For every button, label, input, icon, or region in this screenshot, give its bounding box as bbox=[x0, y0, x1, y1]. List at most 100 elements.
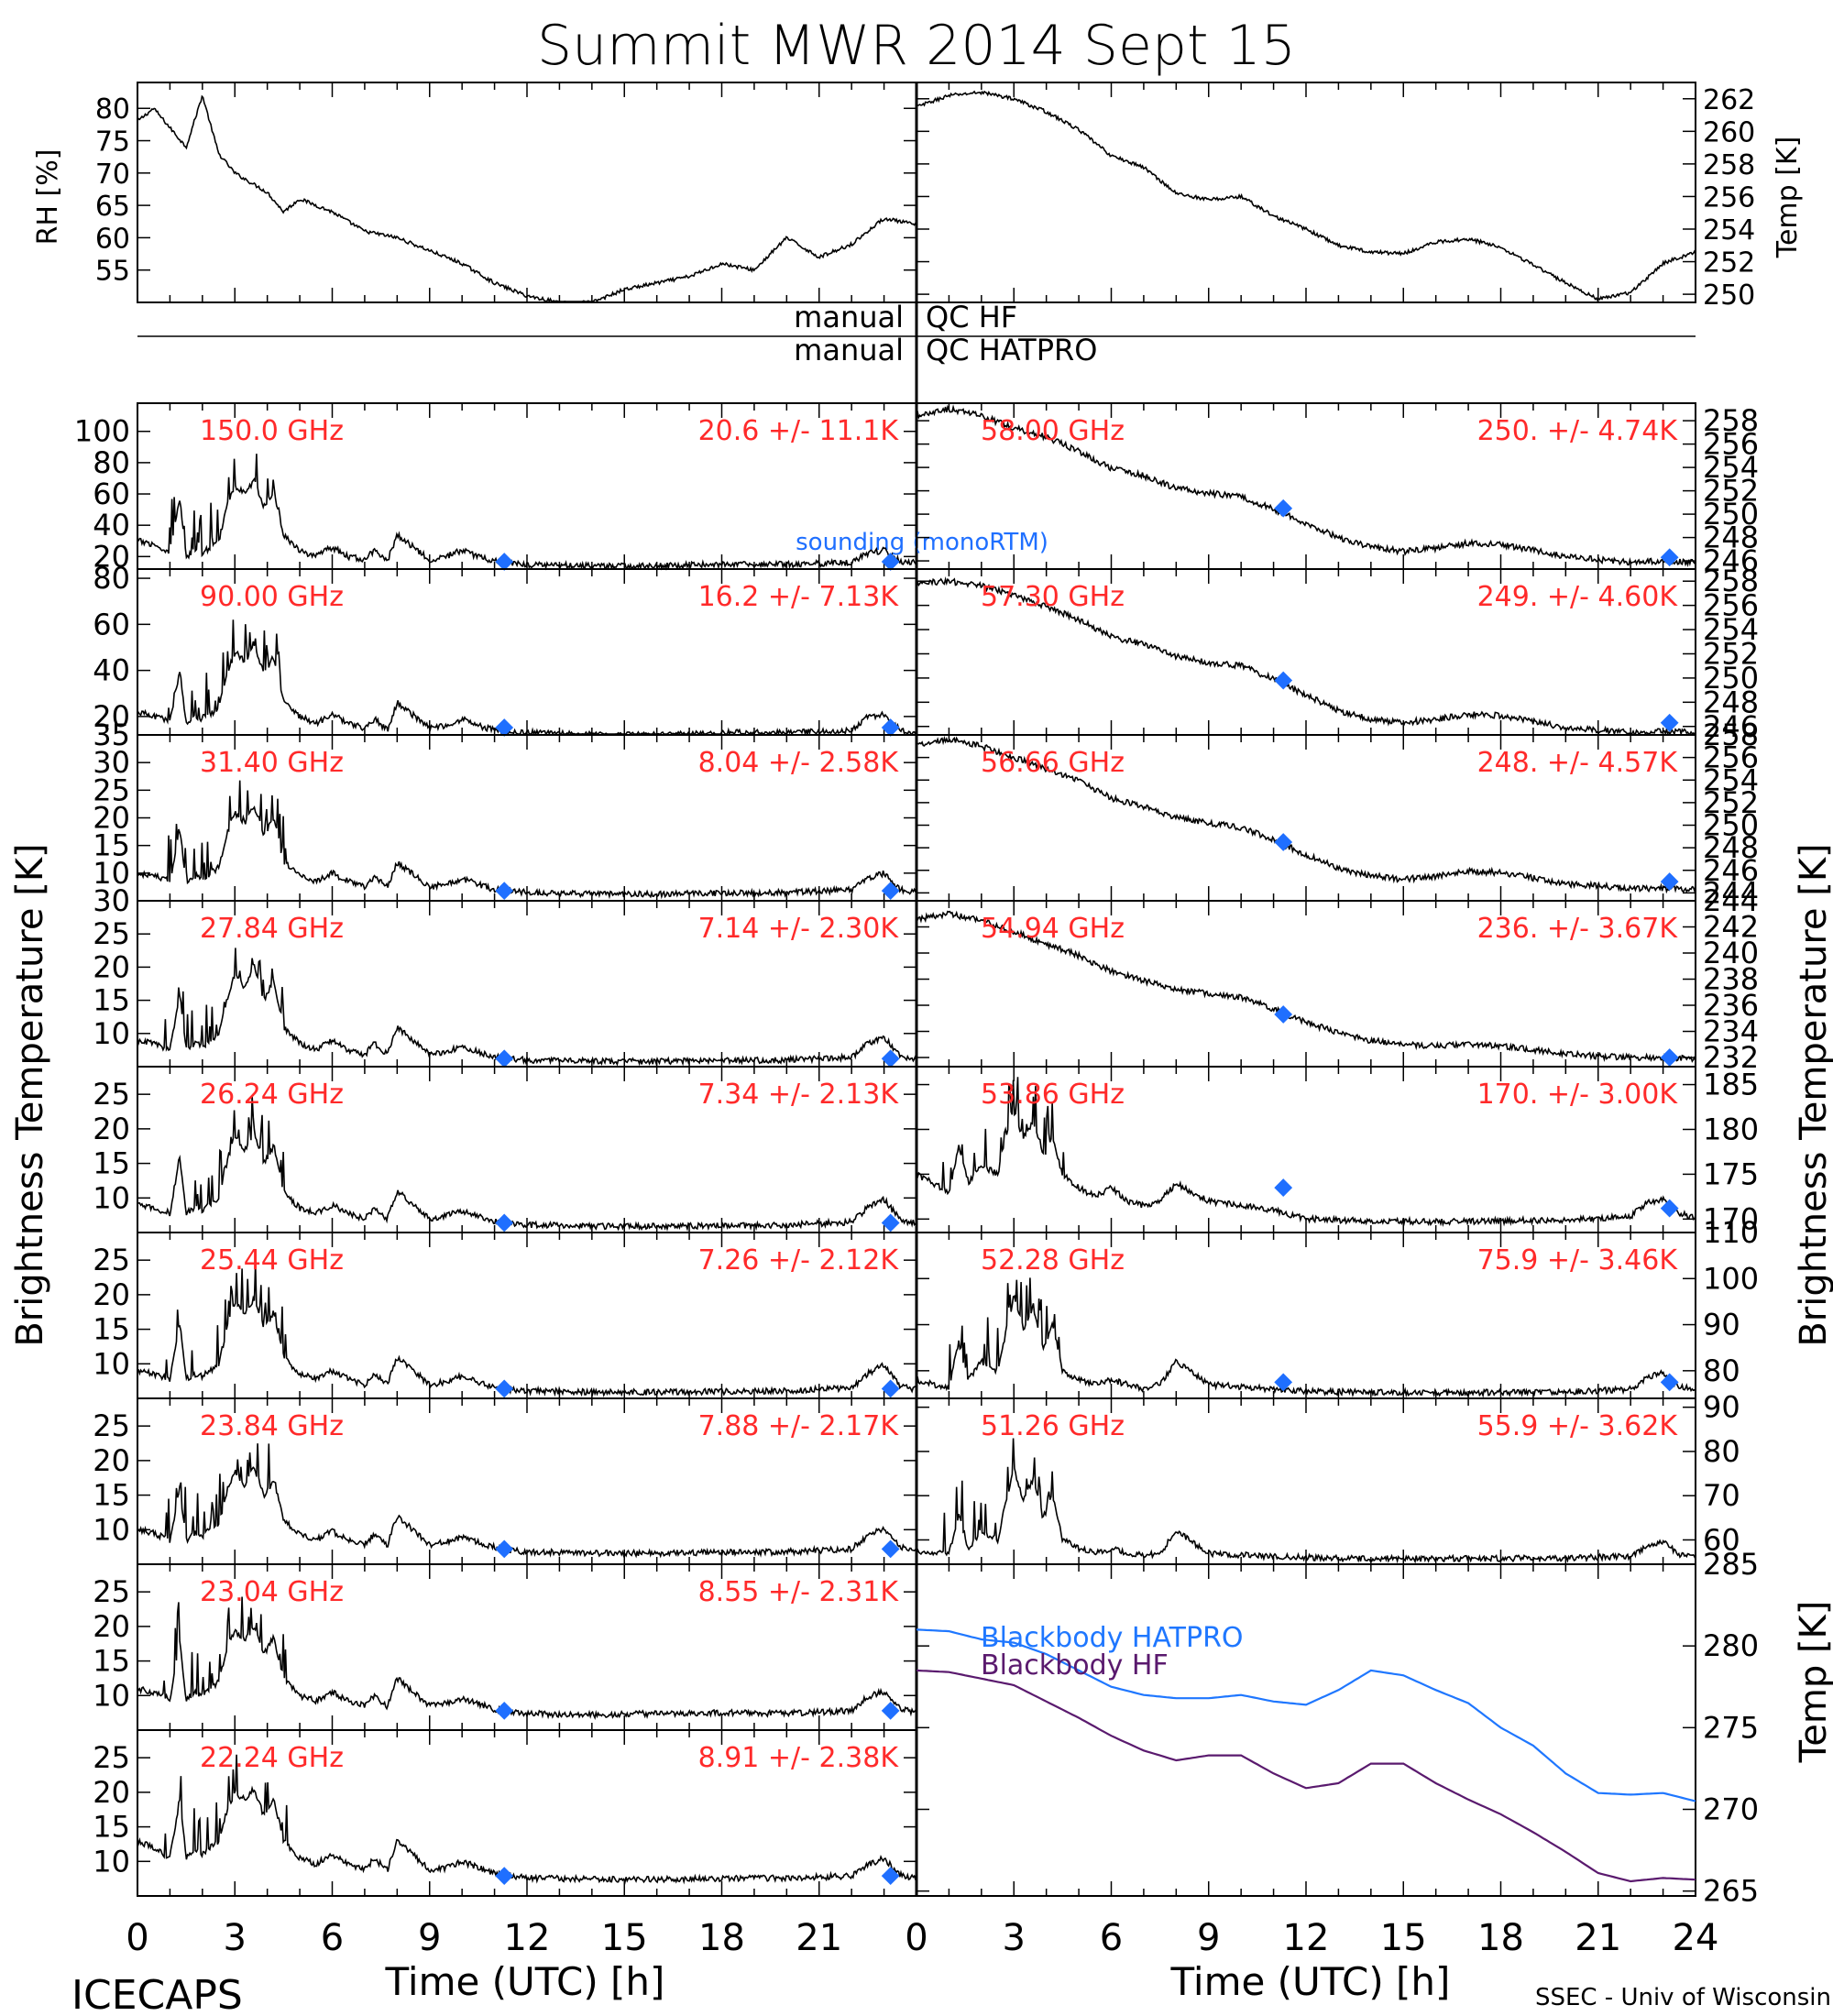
y-tick-label: 258 bbox=[1703, 403, 1759, 438]
x-tick-label: 3 bbox=[224, 1917, 247, 1959]
right-tb-axis-label: Brightness Temperature [K] bbox=[1793, 843, 1833, 1346]
series-line bbox=[137, 619, 917, 737]
x-tick-label: 0 bbox=[126, 1917, 148, 1959]
y-tick-label: 70 bbox=[1703, 1478, 1740, 1513]
y-tick-label: 100 bbox=[1703, 1261, 1759, 1296]
y-tick-label: 35 bbox=[93, 718, 130, 752]
sounding-point bbox=[1274, 1373, 1293, 1392]
y-tick-label: 75 bbox=[95, 126, 130, 159]
y-tick-label: 25 bbox=[93, 1243, 130, 1277]
qc-hatpro-left-label: manual bbox=[794, 333, 904, 367]
y-tick-label: 15 bbox=[93, 1644, 130, 1679]
y-tick-label: 20 bbox=[93, 1277, 130, 1312]
x-tick-label: 3 bbox=[1003, 1917, 1026, 1959]
y-tick-label: 242 bbox=[1703, 910, 1759, 945]
blackbody-temp-axis-label: Temp [K] bbox=[1793, 1601, 1833, 1764]
y-tick-label: 180 bbox=[1703, 1112, 1759, 1146]
y-tick-label: 60 bbox=[93, 607, 130, 641]
y-tick-label: 252 bbox=[1703, 785, 1759, 820]
channel-stat-label: 248. +/- 4.57K bbox=[1477, 747, 1679, 779]
y-tick-label: 170 bbox=[1703, 1201, 1759, 1236]
series-line bbox=[916, 1438, 1696, 1564]
sounding-point bbox=[1274, 671, 1293, 690]
y-tick-label: 10 bbox=[93, 856, 130, 891]
y-tick-label: 10 bbox=[93, 1512, 130, 1547]
y-tick-label: 236 bbox=[1703, 988, 1759, 1023]
y-tick-label: 70 bbox=[95, 159, 130, 191]
y-tick-label: 25 bbox=[93, 772, 130, 807]
x-tick-labels: 0 3 6 9 12 15 18 21 0 3 6 9 12 15 18 21 24 bbox=[126, 1917, 1718, 1959]
x-tick-label: 18 bbox=[698, 1917, 745, 1959]
channel-stat-label: 170. +/- 3.00K bbox=[1477, 1079, 1679, 1111]
y-tick-label: 240 bbox=[1703, 936, 1759, 970]
legend-blackbody-hatpro: Blackbody HATPRO bbox=[981, 1622, 1244, 1654]
channel-label: 31.40 GHz bbox=[200, 747, 344, 779]
y-tick-label: 248 bbox=[1703, 685, 1759, 719]
y-tick-label: 254 bbox=[1703, 450, 1759, 485]
y-tick-label: 250 bbox=[1703, 279, 1755, 312]
y-tick-label: 254 bbox=[1703, 612, 1759, 647]
series-line bbox=[916, 910, 1696, 1063]
y-tick-label: 256 bbox=[1703, 427, 1759, 462]
y-tick-label: 256 bbox=[1703, 588, 1759, 623]
legend-blackbody-hf: Blackbody HF bbox=[981, 1649, 1169, 1682]
sounding-point bbox=[881, 1867, 900, 1886]
sounding-point bbox=[495, 1539, 514, 1559]
y-tick-label: 30 bbox=[93, 745, 130, 780]
sounding-point bbox=[881, 553, 900, 571]
x-tick-label: 15 bbox=[601, 1917, 648, 1959]
y-tick-label: 252 bbox=[1703, 247, 1755, 279]
panels: 5560657075802502522542562582602622040608… bbox=[74, 82, 1759, 1959]
y-tick-label: 10 bbox=[93, 1180, 130, 1215]
y-tick-label: 15 bbox=[93, 828, 130, 863]
y-tick-label: 246 bbox=[1703, 853, 1759, 888]
credit-label: SSEC - Univ of Wisconsin bbox=[1535, 1984, 1831, 2011]
channel-label: 23.04 GHz bbox=[200, 1576, 344, 1608]
y-tick-label: 175 bbox=[1703, 1156, 1759, 1191]
y-tick-label: 80 bbox=[1703, 1353, 1740, 1388]
y-tick-label: 100 bbox=[74, 414, 130, 449]
y-tick-label: 244 bbox=[1703, 875, 1759, 910]
sounding-point bbox=[495, 718, 514, 737]
y-tick-label: 280 bbox=[1703, 1628, 1759, 1663]
y-tick-label: 260 bbox=[1703, 116, 1755, 148]
channel-label: 150.0 GHz bbox=[200, 415, 344, 447]
channel-label: 51.26 GHz bbox=[981, 1410, 1125, 1442]
channel-stat-label: 75.9 +/- 3.46K bbox=[1477, 1244, 1679, 1276]
y-tick-label: 20 bbox=[93, 1112, 130, 1146]
sounding-point bbox=[881, 1379, 900, 1398]
series-line bbox=[916, 90, 1696, 302]
y-tick-label: 244 bbox=[1703, 883, 1759, 918]
y-tick-label: 60 bbox=[93, 477, 130, 511]
y-tick-label: 185 bbox=[1703, 1068, 1759, 1102]
series-line bbox=[137, 1263, 917, 1397]
panel-51-26-ghz: 60 70 80 90 51.26 GHz 55.9 +/- 3.62K bbox=[916, 1390, 1740, 1565]
x-tick-label: 9 bbox=[1197, 1917, 1220, 1959]
y-tick-label: 25 bbox=[93, 1077, 130, 1112]
y-tick-label: 25 bbox=[93, 1574, 130, 1609]
sounding-point bbox=[495, 553, 514, 571]
qc-hatpro-right-label: QC HATPRO bbox=[926, 333, 1097, 367]
channel-stat-label: 236. +/- 3.67K bbox=[1477, 913, 1679, 945]
sounding-point bbox=[1274, 833, 1293, 851]
sounding-point bbox=[495, 1049, 514, 1068]
y-tick-label: 256 bbox=[1703, 181, 1755, 214]
series-line bbox=[137, 1596, 917, 1720]
series-line bbox=[137, 948, 917, 1067]
temp-axis-label: Temp [K] bbox=[1772, 137, 1804, 259]
channel-stat-label: 55.9 +/- 3.62K bbox=[1477, 1410, 1679, 1442]
channel-stat-label: 250. +/- 4.74K bbox=[1477, 415, 1679, 447]
channel-label: 25.44 GHz bbox=[200, 1244, 344, 1276]
y-tick-label: 20 bbox=[93, 539, 130, 574]
panel-90-00-ghz: 20 40 60 80 90.00 GHz 16.2 +/- 7.13K bbox=[93, 561, 917, 737]
y-tick-label: 25 bbox=[93, 1740, 130, 1775]
channel-stat-label: 7.88 +/- 2.17K bbox=[698, 1410, 900, 1442]
y-tick-label: 10 bbox=[93, 1346, 130, 1381]
channel-label: 54.94 GHz bbox=[981, 913, 1125, 945]
series-line bbox=[916, 1277, 1696, 1398]
y-tick-label: 20 bbox=[93, 1443, 130, 1478]
